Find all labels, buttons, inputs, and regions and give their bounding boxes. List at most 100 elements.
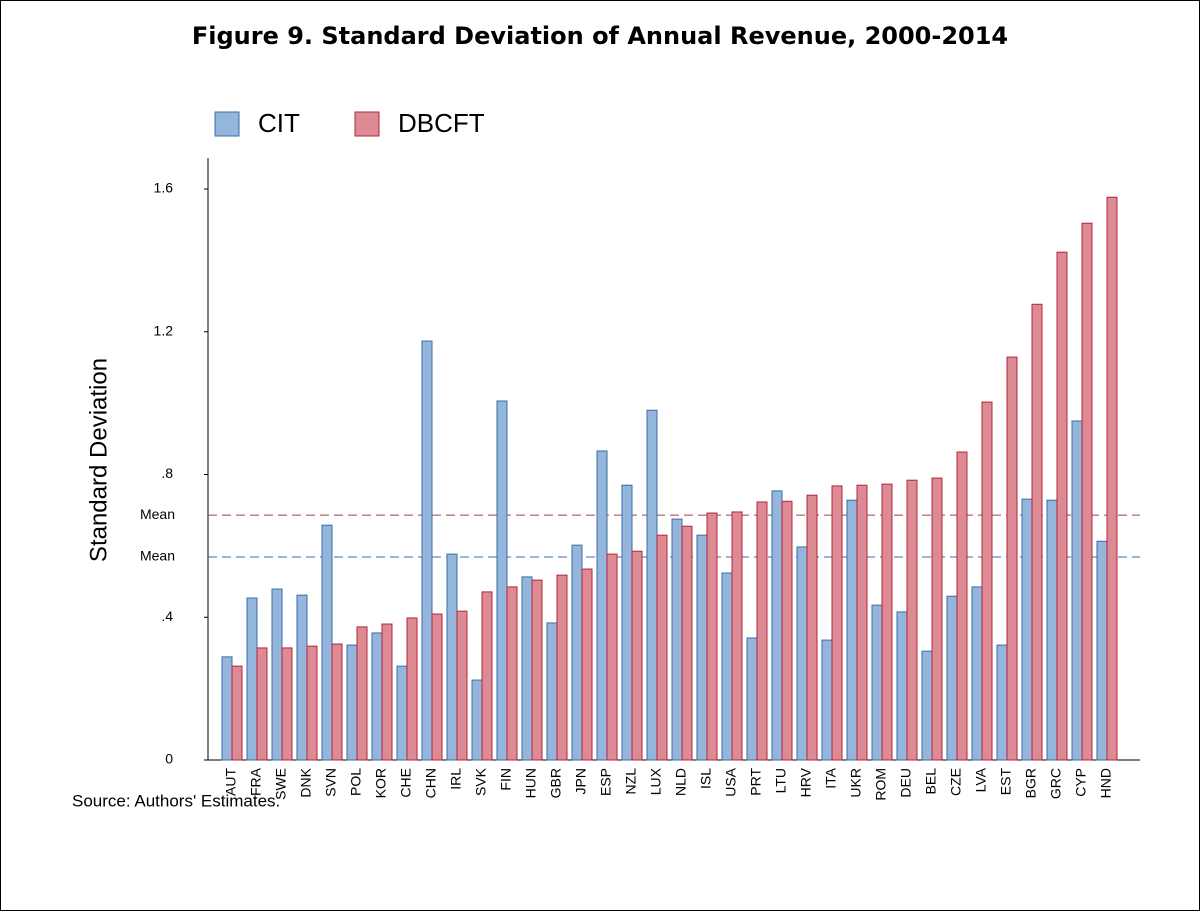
bar [796, 546, 808, 761]
bar [1081, 222, 1093, 761]
bar [1006, 356, 1018, 761]
bar [1056, 251, 1068, 761]
y-tick-label: 0 [165, 751, 173, 767]
bar [496, 400, 508, 761]
x-tick-label: POL [348, 768, 364, 796]
bar [546, 622, 558, 761]
x-tick-label: LVA [973, 767, 989, 792]
bar [881, 483, 893, 761]
bar [821, 639, 833, 761]
x-tick-label: FIN [498, 768, 514, 791]
bar [771, 490, 783, 761]
x-tick-label: EST [998, 768, 1014, 796]
x-tick-label: IRL [448, 768, 464, 790]
x-tick-label: CHE [398, 768, 414, 798]
x-tick-label: HRV [798, 767, 814, 797]
bar [281, 647, 293, 761]
bar [296, 594, 308, 761]
x-tick-label: BEL [923, 768, 939, 795]
bar [521, 576, 533, 761]
bar [946, 595, 958, 761]
x-tick-label: JPN [573, 768, 589, 794]
bar [671, 518, 683, 761]
bar [696, 534, 708, 761]
bar [781, 500, 793, 761]
bar [871, 604, 883, 761]
bar [356, 626, 368, 761]
bar [371, 632, 383, 761]
x-tick-label: DNK [298, 767, 314, 797]
x-tick-label: HUN [523, 768, 539, 798]
x-tick-label: CZE [948, 768, 964, 796]
x-tick-label: ISL [698, 768, 714, 789]
x-tick-label: BGR [1023, 768, 1039, 798]
bar [906, 479, 918, 761]
x-tick-label: SWE [273, 768, 289, 800]
bar [271, 588, 283, 761]
x-tick-label: SVK [473, 767, 489, 796]
bar [931, 477, 943, 761]
y-tick-label: .4 [161, 608, 173, 624]
bar [831, 485, 843, 761]
x-tick-label: DEU [898, 768, 914, 798]
bar [1096, 540, 1108, 761]
bar [656, 534, 668, 761]
bar [981, 401, 993, 761]
bar [431, 613, 443, 761]
x-tick-label: SVN [323, 768, 339, 797]
x-tick-label: CYP [1073, 768, 1089, 797]
bar [621, 484, 633, 761]
x-tick-label: NZL [623, 768, 639, 795]
y-axis-label: Standard Deviation [85, 358, 112, 562]
bar [396, 665, 408, 761]
bar [806, 494, 818, 761]
legend-label: CIT [258, 108, 300, 138]
bar [556, 574, 568, 761]
bar [246, 597, 258, 761]
x-tick-label: GBR [548, 768, 564, 798]
bar [721, 572, 733, 761]
y-tick-label: 1.2 [154, 322, 174, 338]
x-tick-label: NLD [673, 768, 689, 796]
bar [421, 340, 433, 761]
bar [531, 579, 543, 761]
y-tick-label: 1.6 [154, 180, 174, 196]
bar [581, 568, 593, 761]
x-tick-label: PRT [748, 768, 764, 796]
legend-label: DBCFT [398, 108, 485, 138]
x-tick-label: LTU [773, 768, 789, 793]
bar [506, 586, 518, 761]
legend-swatch [354, 111, 380, 137]
bar [996, 644, 1008, 761]
bar [606, 553, 618, 761]
bar [1071, 420, 1083, 761]
bar [706, 512, 718, 761]
y-tick-label: .8 [161, 465, 173, 481]
source: Source: Authors' Estimates. [72, 791, 280, 810]
bar [856, 484, 868, 761]
bar [756, 501, 768, 761]
bar [971, 586, 983, 761]
bar [956, 451, 968, 761]
bar [256, 647, 268, 761]
bar [746, 637, 758, 761]
bar [331, 643, 343, 761]
bar [381, 623, 393, 761]
bar [631, 550, 643, 761]
x-tick-label: UKR [848, 768, 864, 798]
bar [896, 611, 908, 761]
bar [221, 656, 233, 761]
bar [446, 553, 458, 761]
bar [306, 645, 318, 761]
chart-title: Figure 9. Standard Deviation of Annual R… [192, 22, 1008, 50]
bar [346, 644, 358, 761]
x-tick-label: HND [1098, 768, 1114, 798]
x-tick-label: ROM [873, 768, 889, 801]
x-tick-label: KOR [373, 768, 389, 798]
bar [321, 524, 333, 761]
bar [231, 665, 243, 761]
bar [646, 409, 658, 761]
x-tick-label: GRC [1048, 768, 1064, 799]
x-tick-label: USA [723, 767, 739, 796]
